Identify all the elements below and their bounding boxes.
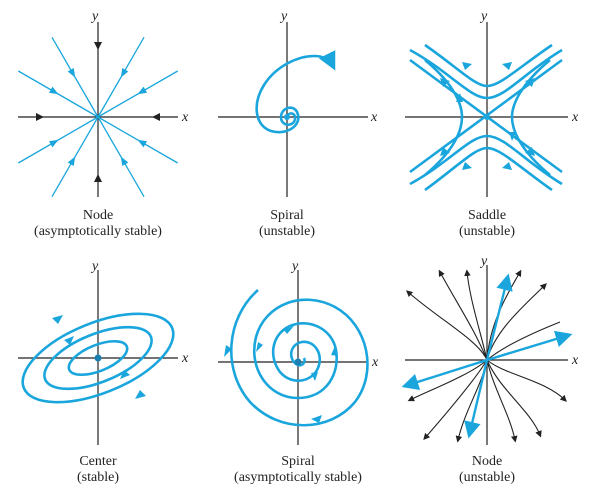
caption-title: Spiral (281, 454, 315, 469)
x-axis-label: x (370, 110, 378, 125)
caption-title: Spiral (270, 208, 304, 223)
y-axis-label: y (279, 9, 288, 24)
critical-point (294, 358, 302, 366)
y-axis-label: y (479, 9, 488, 24)
orbit-inner (67, 339, 129, 377)
orbit-arrowheads (52, 315, 146, 399)
caption-node-unstable: Node (unstable) (402, 454, 572, 486)
caption-subtitle: (unstable) (459, 470, 515, 485)
critical-point (94, 354, 102, 362)
axis-arrowheads (36, 42, 160, 182)
eigen-line-2 (486, 330, 573, 362)
y-axis-label: y (90, 9, 99, 24)
trajectory-rays (17, 36, 179, 198)
ray-arrowhead (48, 86, 59, 95)
trajectory-top-1 (409, 48, 563, 100)
panel-saddle: x y (405, 9, 579, 197)
caption-title: Saddle (467, 208, 507, 223)
caption-subtitle: (asymptotically stable) (234, 470, 362, 485)
caption-center: Center (stable) (13, 454, 183, 486)
caption-subtitle: (stable) (77, 470, 119, 485)
eigen-line-1b (464, 359, 489, 439)
spiral-arrowheads (224, 326, 338, 423)
orbit-middle (43, 325, 153, 391)
ray-arrowhead (120, 156, 129, 167)
caption-saddle: Saddle (unstable) (402, 208, 572, 240)
caption-title: Node (471, 454, 503, 469)
caption-node-stable: Node (asymptotically stable) (13, 208, 183, 240)
panel-spiral-stable: x y (218, 259, 379, 445)
trajectory-top-2 (424, 43, 553, 88)
caption-spiral-stable: Spiral (asymptotically stable) (213, 454, 383, 486)
critical-point (484, 114, 490, 120)
saddle-arrowheads (440, 62, 535, 170)
ray-arrowhead (137, 139, 148, 148)
eigen-line-2b (401, 358, 488, 390)
panel-spiral-unstable: x y (218, 9, 378, 197)
ray-arrowhead (137, 86, 148, 95)
caption-title: Node (82, 208, 114, 223)
eigen-line-1 (485, 273, 513, 361)
trajectory-bottom-1 (409, 134, 563, 186)
panel-center: x y (18, 259, 189, 445)
x-axis-label: x (181, 110, 189, 125)
ray-arrowhead (120, 67, 129, 78)
caption-subtitle: (unstable) (459, 224, 515, 239)
y-axis-label: y (479, 254, 488, 269)
orbit-outer (21, 312, 175, 404)
caption-title: Center (79, 454, 117, 469)
x-axis-label: x (181, 351, 189, 366)
x-axis-label: x (571, 110, 579, 125)
trajectory-bottom-2 (424, 146, 553, 192)
x-axis-label: x (571, 353, 579, 368)
ray-arrowhead (67, 156, 76, 167)
panel-node-stable: x y (17, 9, 189, 198)
caption-subtitle: (unstable) (259, 224, 315, 239)
spiral-trajectory (255, 50, 336, 134)
ray-arrowhead (48, 139, 59, 148)
eigen-directions (401, 273, 573, 439)
caption-spiral-unstable: Spiral (unstable) (202, 208, 372, 240)
panel-node-unstable: x y (401, 254, 579, 445)
closed-orbits (21, 312, 175, 404)
y-axis-label: y (90, 259, 99, 274)
y-axis-label: y (290, 259, 299, 274)
caption-subtitle: (asymptotically stable) (34, 224, 162, 239)
ray-arrowhead (67, 67, 76, 78)
x-axis-label: x (371, 355, 379, 370)
spiral-trajectory (230, 289, 369, 427)
